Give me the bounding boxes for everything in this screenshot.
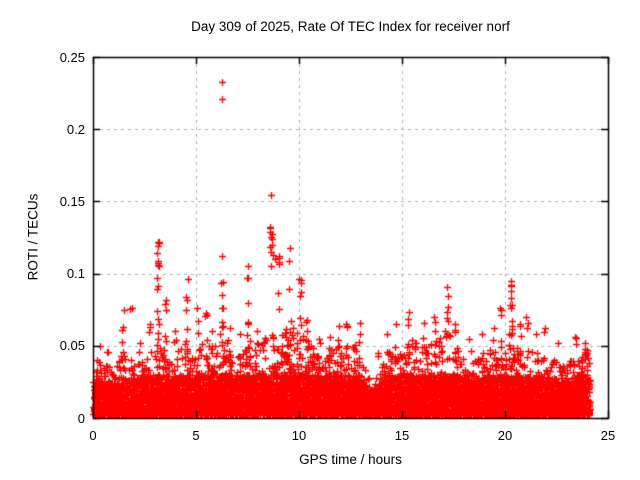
y-tick-label: 0.1	[66, 266, 85, 282]
x-tick-label: 0	[89, 428, 97, 443]
x-tick-label: 15	[394, 428, 410, 443]
y-tick-label: 0.15	[59, 193, 85, 209]
y-tick-label: 0.2	[66, 121, 85, 137]
x-tick-label: 5	[192, 428, 200, 443]
y-tick-label: 0.05	[59, 338, 85, 354]
x-tick-label: 25	[600, 428, 616, 443]
y-tick-label: 0.25	[59, 49, 85, 65]
chart-title: Day 309 of 2025, Rate Of TEC Index for r…	[191, 19, 510, 34]
x-tick-label: 10	[291, 428, 307, 443]
x-tick-label: 20	[497, 428, 513, 443]
x-axis-label: GPS time / hours	[299, 452, 402, 467]
y-tick-label: 0	[77, 410, 85, 426]
